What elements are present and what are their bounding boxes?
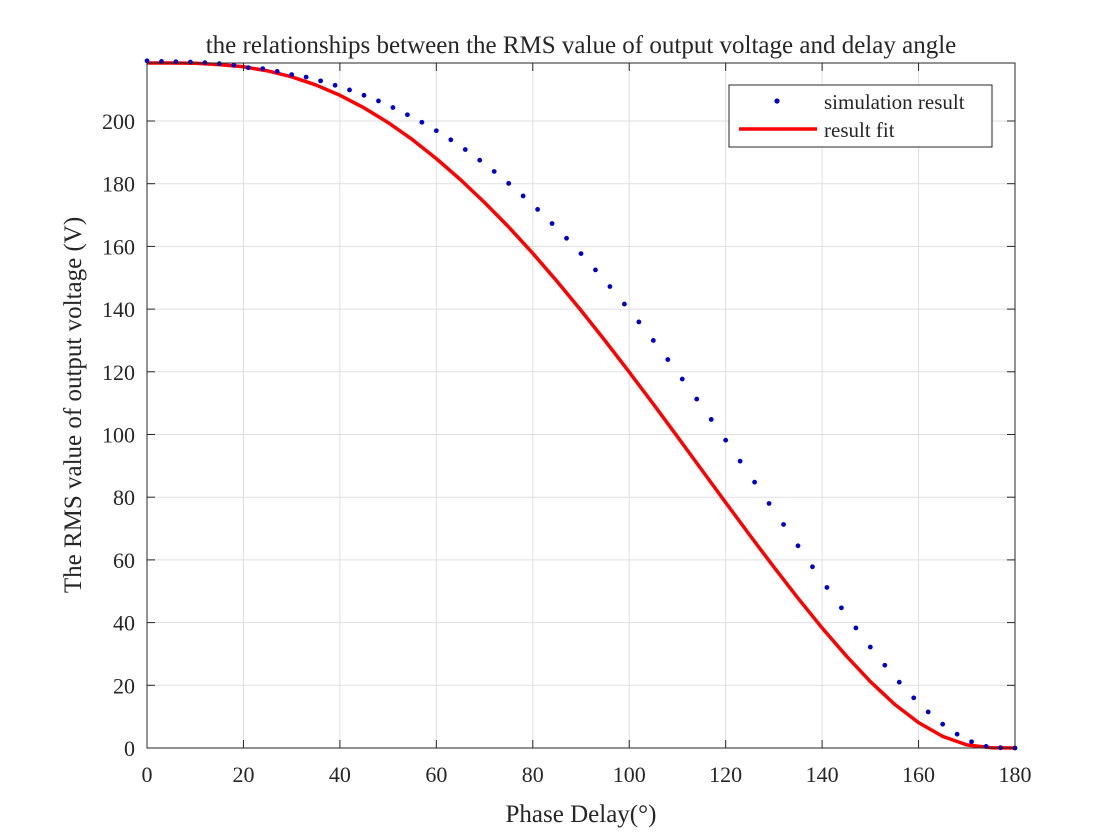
simulation-point bbox=[853, 625, 859, 631]
simulation-point bbox=[535, 207, 540, 212]
y-tick-label: 120 bbox=[102, 360, 135, 385]
simulation-point bbox=[969, 739, 974, 745]
y-tick-label: 80 bbox=[113, 485, 135, 510]
y-tick-label: 160 bbox=[102, 234, 135, 259]
simulation-point bbox=[752, 479, 757, 485]
simulation-point bbox=[274, 69, 280, 74]
x-tick-label: 0 bbox=[142, 762, 153, 787]
y-tick-label: 140 bbox=[102, 297, 135, 322]
legend-label-simulation-result: simulation result bbox=[824, 90, 965, 114]
simulation-point bbox=[737, 458, 743, 464]
simulation-point bbox=[303, 74, 309, 80]
simulation-point bbox=[766, 501, 772, 506]
simulation-point bbox=[911, 695, 917, 701]
y-tick-label: 180 bbox=[102, 172, 135, 197]
simulation-point bbox=[954, 731, 960, 737]
x-axis-label: Phase Delay(°) bbox=[506, 801, 657, 828]
simulation-point bbox=[578, 251, 584, 257]
simulation-point bbox=[216, 61, 222, 67]
simulation-point bbox=[694, 396, 700, 402]
y-axis-label: The RMS value of output voltage (V) bbox=[60, 217, 87, 593]
y-tick-label: 200 bbox=[102, 109, 135, 134]
simulation-point bbox=[708, 417, 714, 422]
simulation-point bbox=[795, 543, 801, 549]
simulation-point bbox=[506, 180, 512, 186]
simulation-point bbox=[405, 112, 410, 118]
simulation-point bbox=[622, 301, 627, 307]
simulation-point bbox=[361, 92, 367, 98]
y-tick-label: 40 bbox=[113, 611, 135, 636]
simulation-point bbox=[564, 235, 569, 241]
simulation-point bbox=[549, 221, 555, 226]
simulation-point bbox=[925, 709, 931, 715]
x-tick-label: 20 bbox=[232, 762, 254, 787]
y-tick-label: 20 bbox=[113, 673, 135, 698]
x-tick-label: 60 bbox=[425, 762, 447, 787]
simulation-point bbox=[245, 65, 251, 71]
simulation-point bbox=[839, 605, 844, 611]
ticks: 0 20 40 60 80 100 120 140 160 180 0 20 40 60 80 100 120 1… bbox=[102, 63, 1032, 787]
simulation-point bbox=[636, 319, 642, 325]
simulation-point bbox=[260, 66, 266, 72]
simulation-point bbox=[188, 59, 193, 65]
simulation-point bbox=[520, 193, 526, 199]
simulation-point bbox=[332, 82, 338, 88]
simulation-point bbox=[231, 62, 237, 68]
x-tick-label: 160 bbox=[902, 762, 935, 787]
legend-box bbox=[728, 84, 993, 148]
x-tick-label: 140 bbox=[806, 762, 839, 787]
y-tick-label: 100 bbox=[102, 422, 135, 447]
x-tick-label: 80 bbox=[522, 762, 544, 787]
simulation-point bbox=[810, 564, 815, 570]
x-tick-label: 100 bbox=[613, 762, 646, 787]
simulation-point bbox=[144, 58, 150, 64]
simulation-point bbox=[896, 679, 902, 685]
series-layer bbox=[144, 58, 1018, 751]
simulation-point bbox=[433, 128, 439, 134]
simulation-point bbox=[940, 721, 946, 727]
simulation-point bbox=[419, 119, 425, 125]
legend-label-result-fit: result fit bbox=[824, 118, 895, 142]
simulation-point bbox=[607, 284, 613, 289]
simulation-point bbox=[650, 338, 656, 343]
legend-marker-simulation-result bbox=[774, 98, 780, 104]
plot-background bbox=[147, 63, 1015, 748]
simulation-point bbox=[593, 267, 598, 273]
simulation-point bbox=[867, 644, 873, 650]
x-tick-label: 40 bbox=[329, 762, 351, 787]
simulation-point bbox=[824, 585, 830, 590]
simulation-point bbox=[679, 376, 685, 382]
simulation-point bbox=[347, 87, 352, 93]
plot-border bbox=[146, 62, 1016, 749]
simulation-point bbox=[723, 437, 729, 443]
simulation-point bbox=[462, 147, 468, 152]
simulation-point bbox=[665, 357, 671, 362]
chart-title: the relationships between the RMS value … bbox=[206, 32, 957, 59]
y-tick-label: 60 bbox=[113, 548, 135, 573]
legend: simulation result result fit bbox=[728, 84, 993, 148]
simulation-point bbox=[289, 72, 295, 77]
x-tick-label: 120 bbox=[709, 762, 742, 787]
simulation-point bbox=[882, 662, 888, 668]
y-tick-label: 0 bbox=[124, 736, 135, 761]
simulation-point bbox=[491, 169, 497, 174]
simulation-point bbox=[318, 78, 323, 84]
simulation-point bbox=[376, 98, 381, 104]
simulation-point bbox=[477, 157, 483, 163]
x-tick-label: 180 bbox=[999, 762, 1032, 787]
simulation-point bbox=[448, 137, 454, 143]
simulation-point bbox=[390, 105, 396, 110]
simulation-point bbox=[781, 522, 786, 527]
